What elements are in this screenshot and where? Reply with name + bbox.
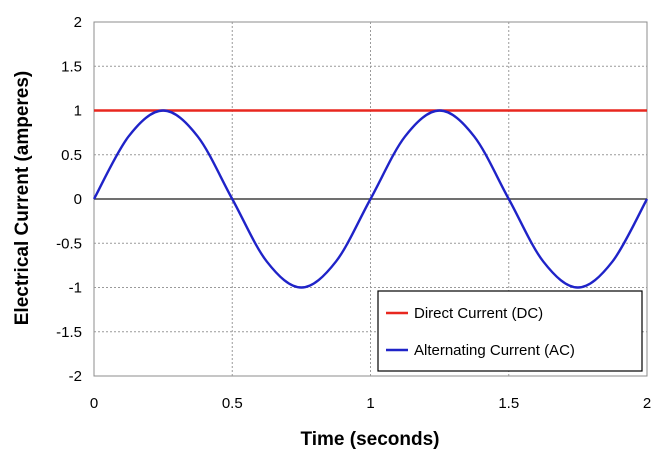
series-lines	[92, 109, 649, 289]
x-axis-title: Time (seconds)	[300, 429, 439, 450]
x-tick-label: 0.5	[222, 395, 243, 412]
x-tick-label: 2	[643, 395, 651, 412]
tick-labels: 2 1.5 1 0.5 0 -0.5 -1 -1.5 -2 0 0.5 1 1.5 2	[56, 14, 651, 412]
y-tick-label: -2	[69, 368, 82, 385]
legend-label: Direct Current (DC)	[414, 305, 543, 322]
series-line-ac	[92, 109, 649, 289]
y-tick-label: 2	[74, 14, 82, 31]
x-tick-label: 1.5	[498, 395, 519, 412]
x-tick-label: 1	[366, 395, 374, 412]
legend-label: Alternating Current (AC)	[414, 342, 575, 359]
y-tick-label: -0.5	[56, 235, 82, 252]
y-axis-title: Electrical Current (amperes)	[12, 71, 33, 326]
y-tick-label: 0.5	[61, 147, 82, 164]
y-tick-label: 1.5	[61, 58, 82, 75]
y-tick-label: 1	[74, 103, 82, 120]
y-tick-label: 0	[74, 191, 82, 208]
x-tick-label: 0	[90, 395, 98, 412]
legend-box	[377, 290, 643, 372]
legend: Direct Current (DC) Alternating Current (…	[377, 290, 643, 372]
y-tick-label: -1.5	[56, 324, 82, 341]
y-tick-label: -1	[69, 280, 82, 297]
